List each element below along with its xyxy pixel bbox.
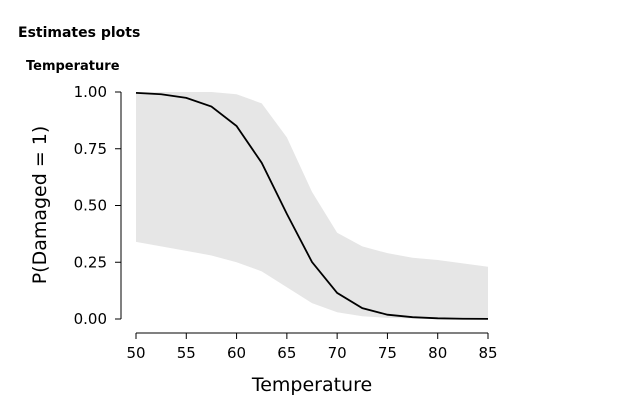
y-tick-label: 0.25	[74, 253, 107, 271]
x-tick-label: 60	[227, 344, 246, 362]
x-tick-label: 85	[478, 344, 497, 362]
x-axis-label: Temperature	[251, 374, 372, 396]
x-tick-label: 75	[378, 344, 397, 362]
x-tick-label: 70	[328, 344, 347, 362]
confidence-band	[136, 92, 488, 319]
y-tick-label: 0.50	[74, 197, 107, 215]
y-tick-label: 0.00	[74, 310, 107, 328]
y-axis-label: P(Damaged = 1)	[29, 126, 51, 285]
chart-title: Temperature	[26, 59, 120, 74]
section-heading: Estimates plots	[18, 25, 140, 41]
y-tick-label: 0.75	[74, 140, 107, 158]
x-tick-label: 50	[126, 344, 145, 362]
estimate-line	[135, 92, 489, 320]
x-tick-label: 65	[277, 344, 296, 362]
x-tick-label: 80	[428, 344, 447, 362]
x-tick-label: 55	[177, 344, 196, 362]
y-tick-label: 1.00	[74, 83, 107, 101]
